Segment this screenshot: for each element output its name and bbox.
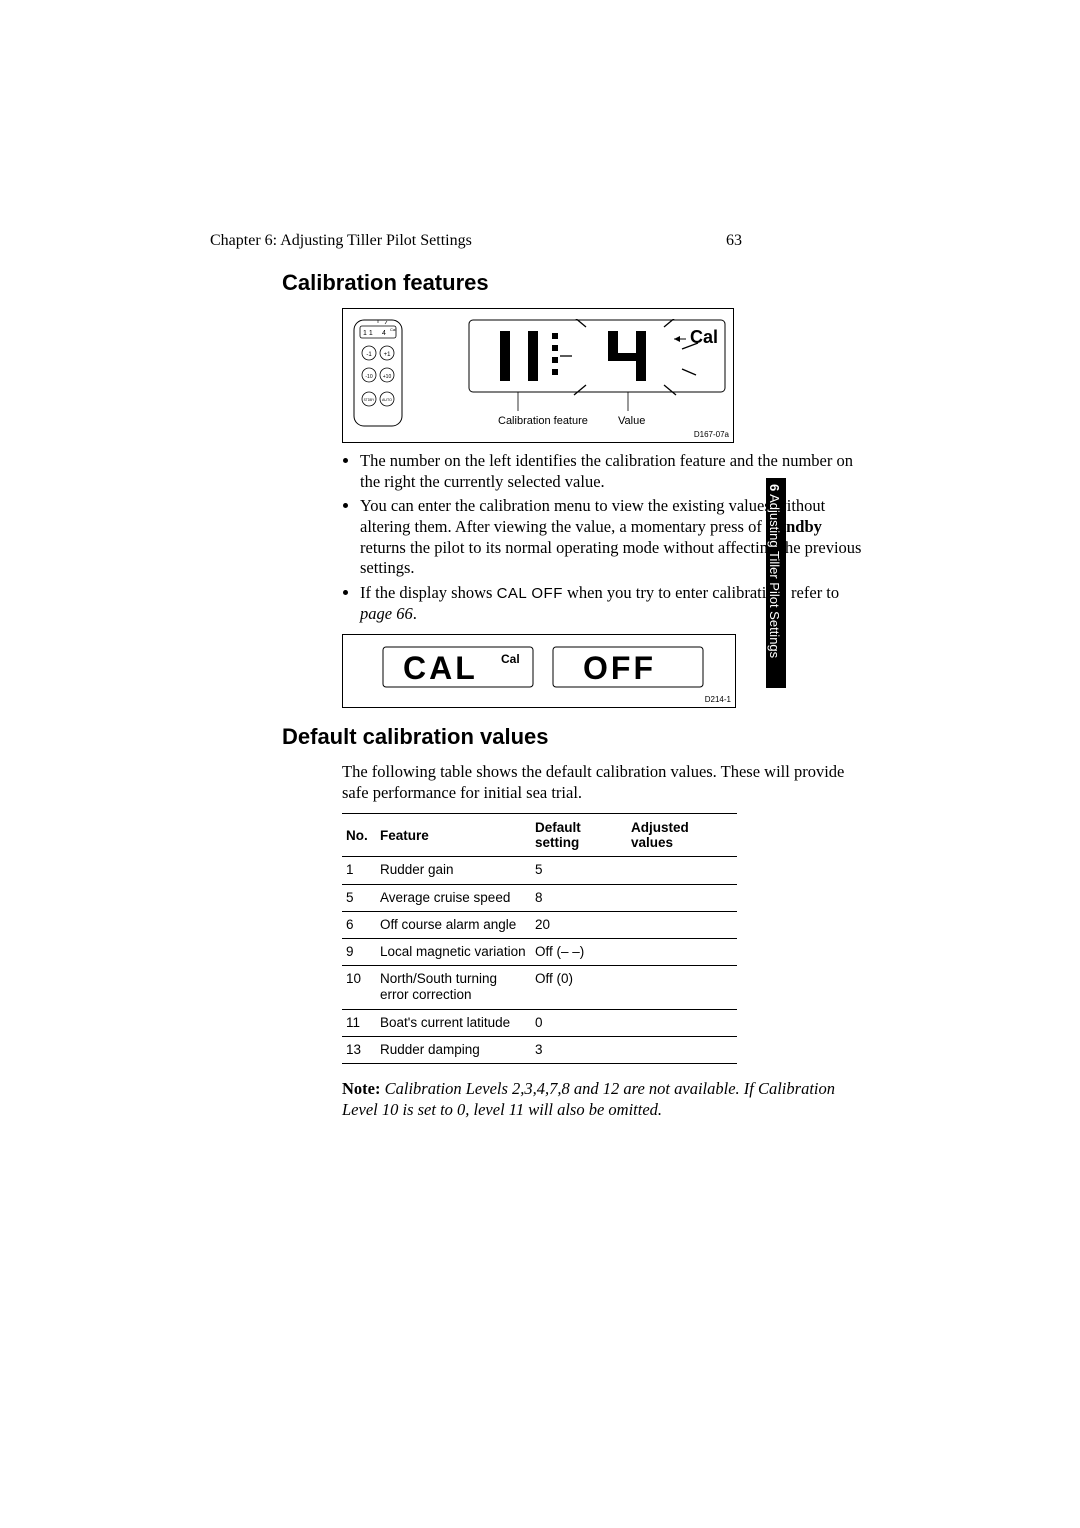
table-row: 10 North/South turning error correction …: [342, 966, 737, 1009]
bullet-list: The number on the left identifies the ca…: [342, 451, 865, 624]
svg-text:4: 4: [382, 330, 386, 337]
table-row: 1 Rudder gain 5: [342, 857, 737, 884]
svg-text:+10: +10: [383, 374, 392, 380]
section2-intro: The following table shows the default ca…: [342, 762, 865, 803]
table-header-row: No. Feature Default setting Adjusted val…: [342, 814, 737, 857]
bullet-2: You can enter the calibration menu to vi…: [360, 496, 865, 579]
figure-caption-right: Value: [618, 415, 645, 427]
bullet-1: The number on the left identifies the ca…: [360, 451, 865, 492]
svg-text:STDBY: STDBY: [364, 398, 376, 402]
th-adjusted: Adjusted values: [627, 814, 737, 857]
page-number: 63: [726, 232, 742, 250]
bullet-3: If the display shows CAL OFF when you tr…: [360, 583, 865, 624]
th-no: No.: [342, 814, 376, 857]
th-default: Default setting: [531, 814, 627, 857]
svg-text:CAL: CAL: [403, 650, 478, 686]
table-row: 13 Rudder damping 3: [342, 1036, 737, 1063]
table-row: 5 Average cruise speed 8: [342, 884, 737, 911]
calibration-table: No. Feature Default setting Adjusted val…: [342, 813, 737, 1064]
page: Chapter 6: Adjusting Tiller Pilot Settin…: [0, 0, 1080, 1528]
table-body: 1 Rudder gain 5 5 Average cruise speed 8…: [342, 857, 737, 1064]
chapter-title: Chapter 6: Adjusting Tiller Pilot Settin…: [210, 232, 472, 250]
table-row: 11 Boat's current latitude 0: [342, 1009, 737, 1036]
note-label: Note:: [342, 1079, 380, 1098]
cal-off-lcd-icon: CAL Cal OFF: [343, 635, 735, 707]
table-row: 6 Off course alarm angle 20: [342, 911, 737, 938]
th-feature: Feature: [376, 814, 531, 857]
figure-ref-2: D214-1: [705, 695, 731, 704]
figure-ref-1: D167-07a: [694, 430, 729, 439]
side-tab-label: 6 Adjusting Tiller Pilot Settings: [765, 480, 784, 662]
svg-text:OFF: OFF: [583, 650, 656, 686]
table-row: 9 Local magnetic variation Off (– –): [342, 938, 737, 965]
svg-text:AUTO: AUTO: [382, 398, 392, 402]
running-header: Chapter 6: Adjusting Tiller Pilot Settin…: [210, 232, 742, 250]
svg-text:1 1: 1 1: [363, 330, 373, 337]
content: Calibration features 1 1 4 Cal -1 +1: [282, 270, 865, 1121]
note-paragraph: Note: Calibration Levels 2,3,4,7,8 and 1…: [342, 1078, 865, 1121]
remote-icon: 1 1 4 Cal -1 +1 -10 +10 STDBY: [353, 319, 403, 427]
bullet-list-block: The number on the left identifies the ca…: [342, 451, 865, 624]
svg-text:-1: -1: [366, 352, 372, 358]
section-heading-default-values: Default calibration values: [282, 724, 865, 750]
figure-calibration-display: 1 1 4 Cal -1 +1 -10 +10 STDBY: [342, 308, 734, 443]
note-body: Calibration Levels 2,3,4,7,8 and 12 are …: [342, 1079, 835, 1119]
side-tab-text: Adjusting Tiller Pilot Settings: [767, 491, 782, 658]
svg-text:+1: +1: [384, 352, 392, 358]
figure-caption-left: Calibration feature: [498, 415, 588, 427]
figure-cal-off: CAL Cal OFF D214-1: [342, 634, 736, 708]
svg-text:Cal: Cal: [501, 652, 520, 666]
svg-text:Cal: Cal: [390, 327, 396, 332]
svg-text:-10: -10: [365, 374, 372, 380]
section-heading-calibration-features: Calibration features: [282, 270, 865, 296]
